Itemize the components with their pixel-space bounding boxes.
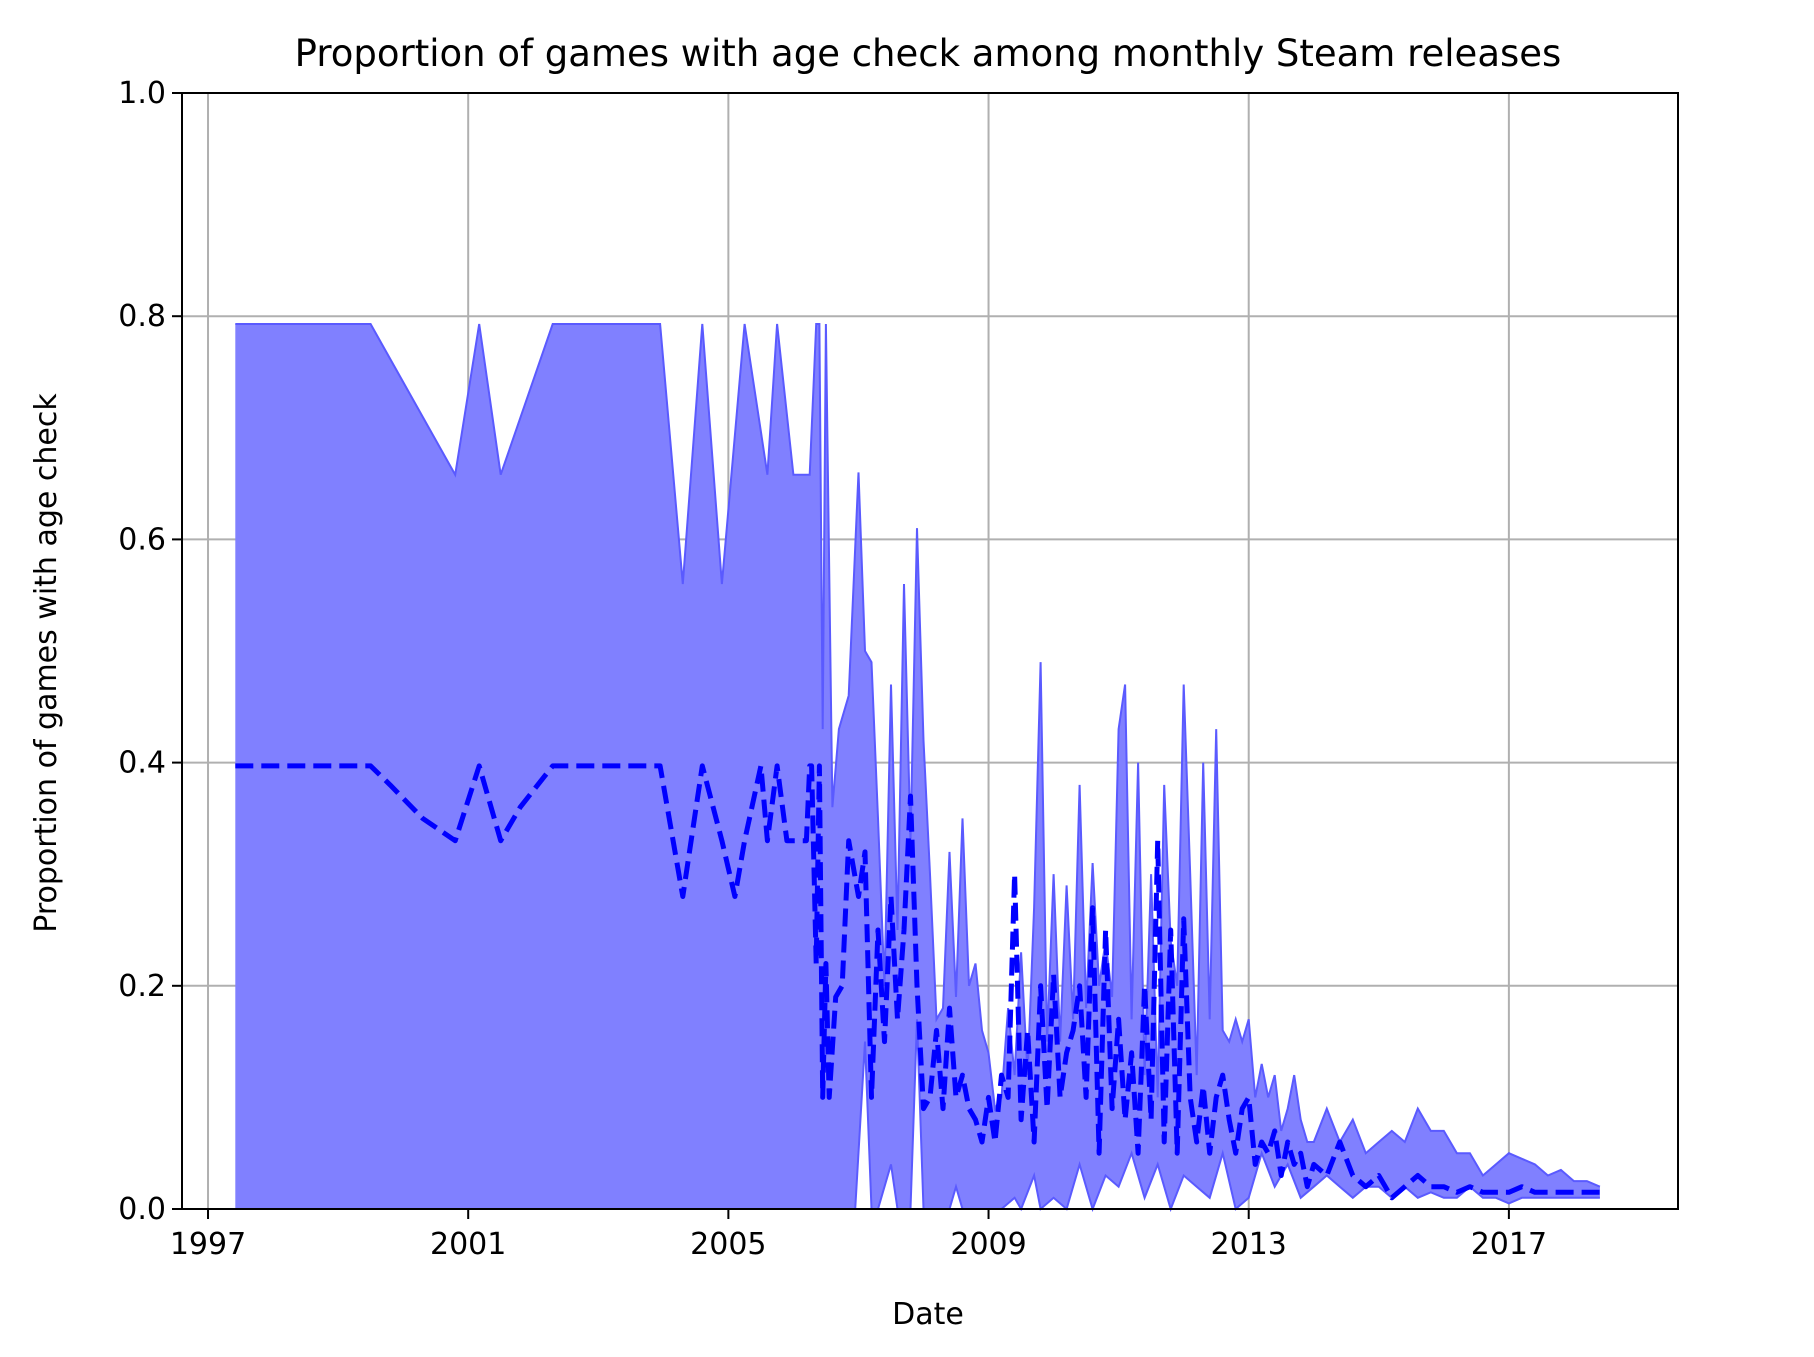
x-tick-label: 2009 bbox=[950, 1227, 1026, 1262]
x-tick-label: 2005 bbox=[690, 1227, 766, 1262]
y-tick-label: 0.8 bbox=[118, 299, 166, 334]
y-tick-label: 0.0 bbox=[118, 1192, 166, 1227]
y-tick-label: 0.4 bbox=[118, 746, 166, 781]
x-tick-label: 2001 bbox=[430, 1227, 506, 1262]
y-axis-label: Proportion of games with age check bbox=[29, 393, 64, 933]
x-axis-label: Date bbox=[892, 1297, 964, 1332]
y-tick-label: 0.2 bbox=[118, 969, 166, 1004]
confidence-band-area bbox=[235, 324, 1600, 1209]
confidence-band bbox=[235, 324, 1600, 1209]
y-tick-label: 1.0 bbox=[118, 76, 166, 111]
mean-series-line bbox=[235, 763, 1600, 1201]
x-tick-label: 2017 bbox=[1471, 1227, 1547, 1262]
x-tick-label: 1997 bbox=[170, 1227, 246, 1262]
upper-bound-line bbox=[235, 323, 1601, 1188]
plot-frame bbox=[181, 92, 1679, 1210]
x-tick-label: 2013 bbox=[1211, 1227, 1287, 1262]
x-axis-ticks: 1997 2001 2005 2009 2013 2017 bbox=[170, 1209, 1547, 1262]
y-axis-ticks: 0.0 0.2 0.4 0.6 0.8 1.0 bbox=[118, 76, 182, 1227]
chart-title: Proportion of games with age check among… bbox=[295, 32, 1562, 75]
y-tick-label: 0.6 bbox=[118, 522, 166, 557]
